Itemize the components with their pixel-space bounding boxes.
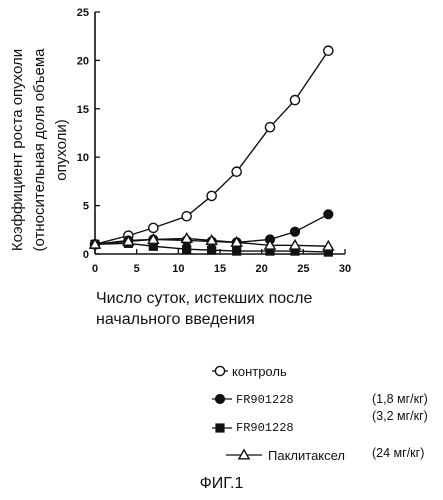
data-point xyxy=(207,246,216,255)
x-axis-label-line-2: начального введения xyxy=(96,309,416,330)
legend-marker xyxy=(215,394,224,403)
x-tick-label: 25 xyxy=(297,263,309,275)
series-layer xyxy=(90,46,333,257)
x-axis-label: Число суток, истекших после начального в… xyxy=(96,288,416,330)
data-point xyxy=(265,123,274,132)
series-0 xyxy=(90,46,333,249)
y-axis-label-line: Коэффициент роста опухоли xyxy=(9,49,26,251)
data-point xyxy=(290,95,299,104)
data-point xyxy=(232,167,241,176)
y-tick-label: 10 xyxy=(77,152,89,164)
legend-dose-fr901228-low: (1,8 мг/кг) xyxy=(372,392,428,406)
y-axis-label-line: (относительная доля объема xyxy=(31,48,48,252)
figure-caption: ФИГ.1 xyxy=(0,475,443,493)
y-axis-label: Коэффициент роста опухоли (относительная … xyxy=(9,48,70,252)
data-point xyxy=(207,191,216,200)
legend-label-fr901228-low: FR901228 xyxy=(236,393,294,407)
y-axis-label-line: опухоли) xyxy=(53,119,70,180)
legend-markers xyxy=(212,366,262,458)
x-tick-label: 0 xyxy=(92,263,98,275)
y-tick-label: 5 xyxy=(83,201,89,213)
legend-label-paclitaxel: Паклитаксел xyxy=(268,448,345,463)
y-tick-label: 0 xyxy=(83,249,89,261)
x-tick-label: 15 xyxy=(214,263,226,275)
x-tick-label: 20 xyxy=(256,263,268,275)
legend-marker xyxy=(215,366,224,375)
x-tick-label: 5 xyxy=(134,263,140,275)
legend-label-fr901228-high: FR901228 xyxy=(236,421,294,435)
legend-label-control: контроль xyxy=(232,364,287,379)
data-point xyxy=(182,245,191,254)
data-point xyxy=(324,210,333,219)
data-point xyxy=(324,46,333,55)
y-tick-label: 25 xyxy=(77,7,89,19)
data-point xyxy=(232,246,241,255)
y-tick-label: 20 xyxy=(77,55,89,67)
x-tick-label: 30 xyxy=(339,263,351,275)
series-line xyxy=(95,51,328,245)
x-tick-label: 10 xyxy=(172,263,184,275)
data-point xyxy=(290,227,299,236)
legend-dose-fr901228-high: (3,2 мг/кг) xyxy=(372,409,428,423)
data-point xyxy=(182,212,191,221)
y-tick-label: 15 xyxy=(77,104,89,116)
legend-marker xyxy=(215,423,224,432)
data-point xyxy=(149,223,158,232)
legend-dose-paclitaxel: (24 мг/кг) xyxy=(372,446,424,460)
x-axis-label-line-1: Число суток, истекших после xyxy=(96,288,416,309)
axes: 0 5 10 15 20 25 30 0 5 10 15 20 25 xyxy=(77,7,351,275)
